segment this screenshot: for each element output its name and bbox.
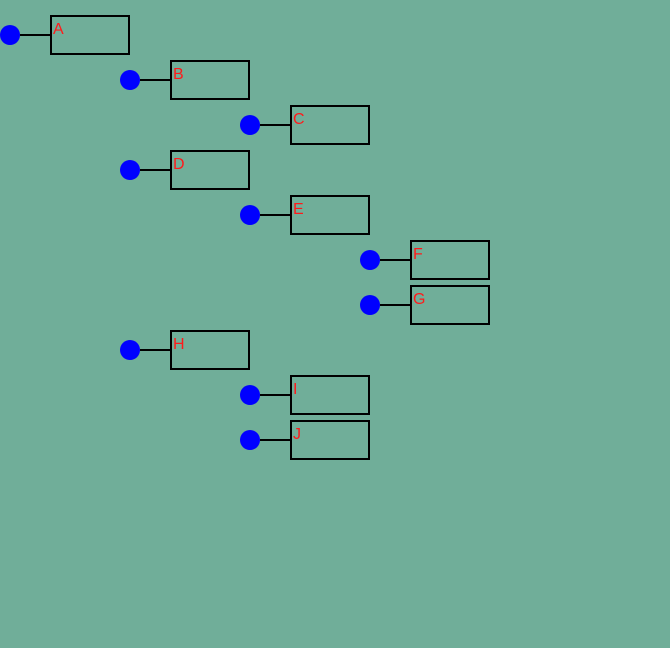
node-handle-f[interactable] xyxy=(360,250,380,270)
node-handle-c[interactable] xyxy=(240,115,260,135)
node-box-i[interactable]: I xyxy=(290,375,370,415)
connector-line-i xyxy=(260,394,290,396)
node-handle-h[interactable] xyxy=(120,340,140,360)
connector-line-j xyxy=(260,439,290,441)
node-box-g[interactable]: G xyxy=(410,285,490,325)
node-box-h[interactable]: H xyxy=(170,330,250,370)
node-label-c: C xyxy=(293,111,305,128)
connector-line-a xyxy=(20,34,50,36)
node-label-i: I xyxy=(293,381,298,398)
node-handle-b[interactable] xyxy=(120,70,140,90)
node-handle-i[interactable] xyxy=(240,385,260,405)
node-handle-j[interactable] xyxy=(240,430,260,450)
connector-line-b xyxy=(140,79,170,81)
node-handle-a[interactable] xyxy=(0,25,20,45)
node-handle-e[interactable] xyxy=(240,205,260,225)
connector-line-h xyxy=(140,349,170,351)
connector-line-g xyxy=(380,304,410,306)
node-label-g: G xyxy=(413,291,426,308)
node-box-e[interactable]: E xyxy=(290,195,370,235)
node-label-b: B xyxy=(173,66,184,83)
node-label-j: J xyxy=(293,426,301,443)
node-box-f[interactable]: F xyxy=(410,240,490,280)
node-label-h: H xyxy=(173,336,185,353)
node-label-f: F xyxy=(413,246,423,263)
connector-line-e xyxy=(260,214,290,216)
node-label-a: A xyxy=(53,21,64,38)
node-box-d[interactable]: D xyxy=(170,150,250,190)
node-box-c[interactable]: C xyxy=(290,105,370,145)
node-label-d: D xyxy=(173,156,185,173)
node-box-a[interactable]: A xyxy=(50,15,130,55)
connector-line-c xyxy=(260,124,290,126)
node-box-j[interactable]: J xyxy=(290,420,370,460)
node-handle-g[interactable] xyxy=(360,295,380,315)
node-handle-d[interactable] xyxy=(120,160,140,180)
connector-line-f xyxy=(380,259,410,261)
node-box-b[interactable]: B xyxy=(170,60,250,100)
connector-line-d xyxy=(140,169,170,171)
node-label-e: E xyxy=(293,201,304,218)
